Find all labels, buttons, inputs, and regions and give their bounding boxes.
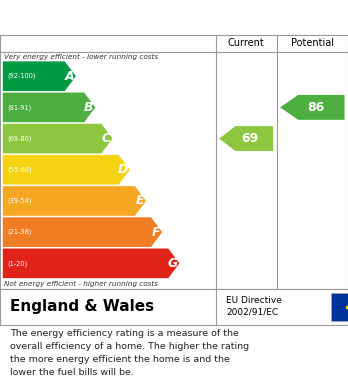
- Polygon shape: [3, 186, 146, 216]
- Text: The energy efficiency rating is a measure of the
overall efficiency of a home. T: The energy efficiency rating is a measur…: [10, 329, 250, 377]
- Bar: [331, 293, 348, 321]
- Text: 86: 86: [307, 101, 324, 114]
- Polygon shape: [3, 155, 130, 185]
- Polygon shape: [3, 93, 95, 122]
- Text: (21-38): (21-38): [7, 229, 31, 235]
- Polygon shape: [3, 124, 112, 153]
- Text: EU Directive
2002/91/EC: EU Directive 2002/91/EC: [226, 296, 282, 317]
- Text: E: E: [136, 194, 144, 208]
- Polygon shape: [3, 61, 76, 91]
- Text: (81-91): (81-91): [7, 104, 31, 111]
- Text: A: A: [64, 70, 74, 83]
- Text: Energy Efficiency Rating: Energy Efficiency Rating: [10, 11, 220, 26]
- Text: (92-100): (92-100): [7, 73, 35, 79]
- Polygon shape: [219, 126, 273, 151]
- Text: (39-54): (39-54): [7, 198, 31, 204]
- Text: (69-80): (69-80): [7, 135, 31, 142]
- Text: Potential: Potential: [291, 38, 334, 48]
- Text: C: C: [102, 132, 111, 145]
- Text: D: D: [118, 163, 128, 176]
- Text: G: G: [167, 257, 178, 270]
- Text: (55-68): (55-68): [7, 167, 32, 173]
- Text: Very energy efficient - lower running costs: Very energy efficient - lower running co…: [4, 54, 158, 60]
- Text: Current: Current: [228, 38, 264, 48]
- Text: England & Wales: England & Wales: [10, 300, 155, 314]
- Text: Not energy efficient - higher running costs: Not energy efficient - higher running co…: [4, 281, 158, 287]
- Polygon shape: [3, 249, 180, 278]
- Text: (1-20): (1-20): [7, 260, 27, 267]
- Text: B: B: [84, 101, 94, 114]
- Polygon shape: [280, 95, 345, 120]
- Polygon shape: [3, 217, 162, 247]
- Text: 69: 69: [241, 132, 258, 145]
- Text: F: F: [152, 226, 160, 239]
